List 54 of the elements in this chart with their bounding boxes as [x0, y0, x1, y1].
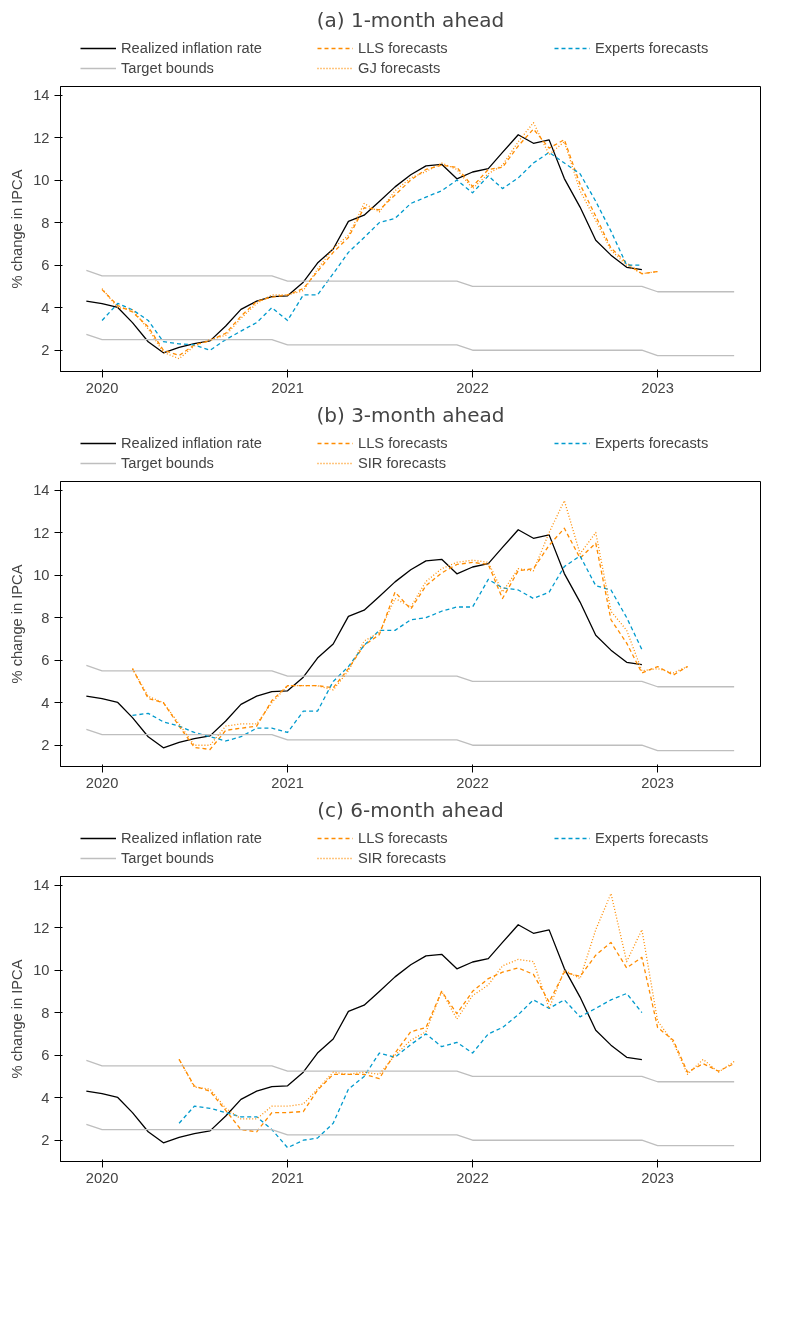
- y-tick-label: 12: [33, 524, 50, 541]
- y-tick-label: 4: [41, 1089, 50, 1106]
- y-tick-label: 2: [41, 1132, 50, 1149]
- x-tick-label: 2022: [456, 774, 489, 791]
- x-tick-label: 2021: [271, 1169, 304, 1186]
- legend-label: SIR forecasts: [358, 850, 447, 866]
- legend-label: LLS forecasts: [358, 830, 449, 846]
- y-tick-label: 14: [33, 87, 50, 104]
- x-tick-label: 2023: [641, 1169, 674, 1186]
- y-tick-label: 10: [33, 172, 50, 189]
- legend-label: Realized inflation rate: [121, 40, 263, 56]
- legend-label: Realized inflation rate: [121, 830, 263, 846]
- legend-label: LLS forecasts: [358, 435, 449, 451]
- chart-title: (a) 1-month ahead: [316, 7, 505, 32]
- x-tick-label: 2023: [641, 379, 674, 396]
- y-tick-label: 6: [41, 652, 50, 669]
- y-tick-label: 6: [41, 257, 50, 274]
- y-tick-label: 14: [33, 482, 50, 499]
- x-tick-label: 2023: [641, 774, 674, 791]
- x-tick-label: 2020: [85, 1169, 119, 1186]
- legend-label: Target bounds: [121, 60, 215, 76]
- legend-label: Realized inflation rate: [121, 435, 263, 451]
- y-tick-label: 8: [41, 214, 50, 231]
- y-axis-title: % change in IPCA: [9, 564, 26, 684]
- y-tick-label: 4: [41, 694, 50, 711]
- x-tick-label: 2020: [85, 379, 119, 396]
- y-axis-title: % change in IPCA: [9, 959, 26, 1079]
- x-tick-label: 2022: [456, 1169, 489, 1186]
- y-tick-label: 8: [41, 1004, 50, 1021]
- y-tick-label: 12: [33, 129, 50, 146]
- y-tick-label: 4: [41, 299, 50, 316]
- x-tick-label: 2020: [85, 774, 119, 791]
- x-tick-label: 2022: [456, 379, 489, 396]
- x-tick-label: 2021: [271, 379, 304, 396]
- chart-title: (c) 6-month ahead: [317, 797, 504, 822]
- legend-label: Experts forecasts: [595, 435, 710, 451]
- x-tick-label: 2021: [271, 774, 304, 791]
- y-tick-label: 14: [33, 877, 50, 894]
- y-tick-label: 6: [41, 1047, 50, 1064]
- legend-label: LLS forecasts: [358, 40, 449, 56]
- legend-label: SIR forecasts: [358, 455, 447, 471]
- legend-label: Target bounds: [121, 455, 215, 471]
- legend-label: Experts forecasts: [595, 830, 710, 846]
- y-tick-label: 10: [33, 962, 50, 979]
- legend-label: Target bounds: [121, 850, 215, 866]
- legend-label: Experts forecasts: [595, 40, 710, 56]
- legend-label: GJ forecasts: [358, 60, 442, 76]
- y-tick-label: 2: [41, 342, 50, 359]
- y-tick-label: 10: [33, 567, 50, 584]
- y-axis-title: % change in IPCA: [9, 169, 26, 289]
- y-tick-label: 8: [41, 609, 50, 626]
- y-tick-label: 2: [41, 737, 50, 754]
- y-tick-label: 12: [33, 919, 50, 936]
- chart-title: (b) 3-month ahead: [316, 402, 505, 427]
